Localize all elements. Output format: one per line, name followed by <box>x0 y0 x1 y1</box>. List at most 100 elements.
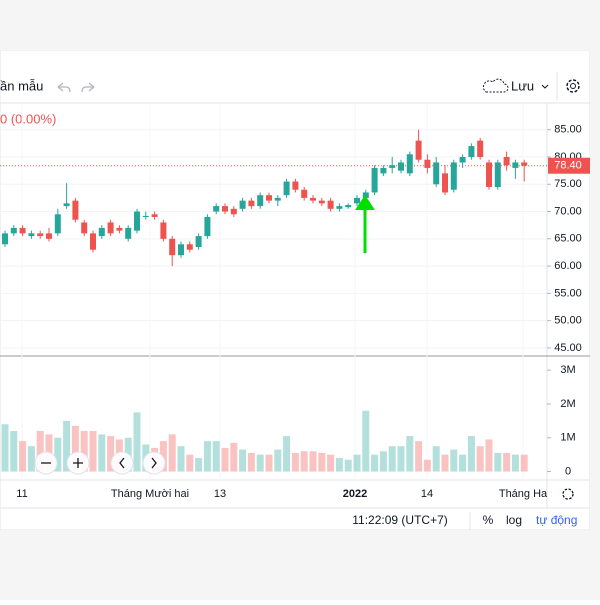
volume-bar <box>415 441 423 472</box>
volume-bar <box>107 436 115 472</box>
candle-body <box>90 233 96 250</box>
candle-body <box>292 181 299 190</box>
candle-body <box>116 227 123 231</box>
volume-bar <box>195 458 203 472</box>
candle-body <box>54 214 61 234</box>
candle-body <box>248 200 255 207</box>
candle-body <box>186 244 193 250</box>
save-button[interactable]: Lưu <box>511 78 534 93</box>
candle-body <box>477 140 484 157</box>
candle-body <box>459 157 466 163</box>
volume-bar <box>353 454 361 472</box>
volume-bar <box>344 459 352 472</box>
time-label: 2022 <box>343 488 367 500</box>
candle-body <box>512 162 519 168</box>
candle-body <box>37 233 44 237</box>
candle-body <box>125 227 132 239</box>
volume-bar <box>388 446 396 472</box>
redo-icon[interactable] <box>81 82 95 93</box>
volume-bar <box>503 452 511 472</box>
volume-bar <box>168 434 176 472</box>
candle-body <box>230 208 237 215</box>
candle-body <box>415 140 422 160</box>
y-tick-label: 55.00 <box>554 287 582 299</box>
candle-body <box>468 146 475 157</box>
volume-tick-label: 0 <box>565 465 571 477</box>
candle-body <box>266 195 272 201</box>
auto-toggle[interactable]: tự động <box>536 513 577 527</box>
candle-body <box>10 227 17 234</box>
volume-bar <box>265 454 273 472</box>
volume-bar <box>371 454 379 472</box>
last-price-box <box>548 157 590 174</box>
bottom-background <box>0 530 600 600</box>
candle-body <box>239 200 246 209</box>
save-dropdown[interactable] <box>541 84 549 89</box>
candle-body <box>142 215 149 217</box>
scroll-right-button[interactable] <box>142 451 166 475</box>
time-label: Tháng Ha <box>499 488 548 500</box>
volume-bar <box>485 439 493 472</box>
volume-bar <box>432 446 440 472</box>
volume-bar <box>221 447 229 472</box>
settings-icon[interactable] <box>566 79 580 93</box>
candle-body <box>380 167 387 174</box>
volume-bar <box>459 454 467 472</box>
candle-body <box>178 244 184 256</box>
time-axis-settings[interactable] <box>562 488 574 500</box>
candle-body <box>398 162 404 171</box>
candle-body <box>450 162 457 190</box>
log-toggle[interactable]: log <box>506 513 522 527</box>
candle-body <box>318 200 325 204</box>
volume-bar <box>283 436 291 472</box>
scroll-left-button[interactable] <box>110 451 134 475</box>
marks: 45.0050.0055.0060.0065.0070.0075.0080.00… <box>0 103 590 500</box>
volume-bar <box>494 452 502 472</box>
volume-bar <box>247 452 255 472</box>
volume-bar <box>212 441 220 472</box>
volume-bar <box>520 454 528 472</box>
percent-toggle[interactable]: % <box>483 513 494 527</box>
candle-body <box>2 233 8 245</box>
last-price-label: 78.40 <box>554 160 582 172</box>
volume-bar <box>511 454 519 472</box>
candle-body <box>19 227 26 234</box>
settings-icon-center <box>570 83 576 89</box>
volume-bar <box>19 441 27 472</box>
volume-bar <box>186 454 194 472</box>
volume-bar <box>318 452 326 472</box>
candle-body <box>486 162 492 187</box>
candle-body <box>274 197 281 201</box>
y-tick-label: 75.00 <box>554 178 582 190</box>
undo-icon[interactable] <box>57 82 71 93</box>
time-label: 14 <box>421 488 433 500</box>
time-label: 11 <box>16 488 27 500</box>
volume-bar <box>335 458 343 472</box>
candle-body <box>503 157 510 166</box>
candle-body <box>301 189 308 198</box>
candle-body <box>310 197 316 201</box>
volume-bar <box>423 459 431 472</box>
volume-bar <box>274 449 282 472</box>
candle-body <box>354 197 360 204</box>
time-label: Tháng Mười hai <box>111 488 189 500</box>
candle-body <box>81 222 88 234</box>
y-tick-label: 70.00 <box>554 205 582 217</box>
zoom-in-icon <box>73 458 83 468</box>
candle-body <box>433 162 440 185</box>
candle-body <box>389 165 396 168</box>
candle-body <box>222 206 228 212</box>
volume-bar <box>362 410 370 472</box>
volume-bar <box>309 451 317 472</box>
template-button[interactable]: ần mẫu <box>0 78 43 93</box>
volume-bar <box>441 454 449 472</box>
volume-bar <box>291 452 299 472</box>
volume-bar <box>397 446 405 472</box>
candle-body <box>134 211 140 231</box>
volume-bar <box>379 451 387 472</box>
volume-bar <box>80 431 88 472</box>
scroll-left-icon <box>119 457 125 469</box>
candle-body <box>406 154 413 174</box>
volume-bar <box>177 446 185 472</box>
